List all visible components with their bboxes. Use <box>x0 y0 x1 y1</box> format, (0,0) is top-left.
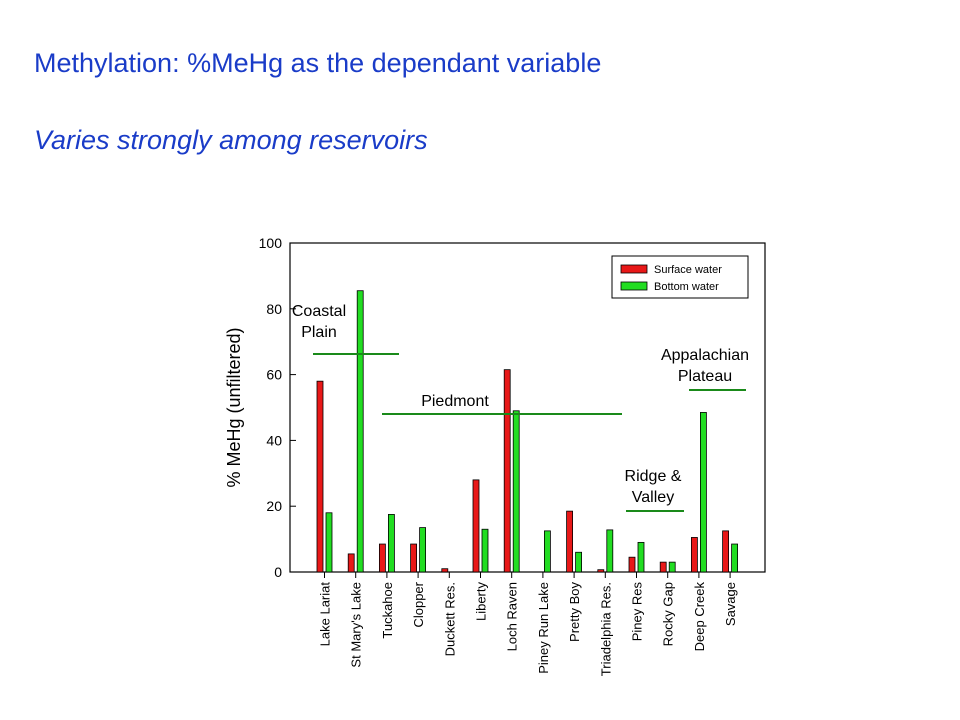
bar-surface-10 <box>628 556 636 573</box>
plot-frame <box>289 242 766 573</box>
slide-title: Methylation: %MeHg as the dependant vari… <box>34 48 602 78</box>
x-tick-label: Triadelphia Res. <box>598 582 613 676</box>
slide-subtitle: Varies strongly among reservoirs <box>34 125 428 155</box>
y-tick-label: 100 <box>259 235 283 251</box>
x-tick-label: Tuckahoe <box>380 582 395 639</box>
bar-surface-6 <box>503 369 511 573</box>
x-tick-label: St Mary's Lake <box>349 582 364 668</box>
x-tick-label: Loch Raven <box>505 582 520 651</box>
bar-surface-12 <box>691 537 698 573</box>
bar-surface-2 <box>378 543 386 573</box>
region-label: Plain <box>301 324 337 341</box>
bar-surface-4 <box>441 568 449 573</box>
bar-surface-3 <box>410 543 418 573</box>
y-axis-label: % MeHg (unfiltered) <box>224 327 244 487</box>
y-tick-label: 0 <box>274 564 282 580</box>
x-tick-label: Piney Res <box>630 582 645 642</box>
bar-bottom-10 <box>637 541 645 573</box>
region-label: Ridge & <box>625 468 682 485</box>
legend-label: Bottom water <box>654 281 719 293</box>
bar-bottom-3 <box>419 527 427 573</box>
bar-bottom-7 <box>544 530 551 573</box>
bar-surface-0 <box>316 380 324 573</box>
x-tick-label: Lake Lariat <box>318 582 333 647</box>
x-tick-label: Clopper <box>411 581 426 627</box>
x-tick-label: Piney Run Lake <box>536 582 551 674</box>
bar-bottom-9 <box>606 529 614 573</box>
x-tick-label: Rocky Gap <box>661 582 676 646</box>
bar-surface-5 <box>472 479 480 573</box>
legend-swatch <box>620 281 648 291</box>
x-tick-label: Pretty Boy <box>567 582 582 642</box>
region-label: Plateau <box>678 368 732 385</box>
bar-bottom-12 <box>700 412 707 573</box>
bar-bottom-2 <box>387 514 395 573</box>
x-tick-label: Savage <box>723 582 738 626</box>
bar-surface-9 <box>597 569 605 573</box>
bar-surface-11 <box>659 561 667 573</box>
bar-surface-1 <box>347 553 355 573</box>
y-tick-label: 20 <box>266 498 282 514</box>
bar-bottom-13 <box>731 543 738 573</box>
region-label: Piedmont <box>421 393 489 410</box>
region-label: Valley <box>632 489 674 506</box>
legend-swatch <box>620 264 648 274</box>
bar-bottom-1 <box>356 290 364 573</box>
bar-bottom-6 <box>512 410 520 573</box>
bar-bottom-5 <box>481 528 489 573</box>
region-label: Coastal <box>292 303 346 320</box>
bar-bottom-0 <box>325 512 333 573</box>
region-label: Appalachian <box>661 347 749 364</box>
bar-surface-8 <box>566 510 573 573</box>
legend-box <box>611 255 749 299</box>
y-tick-label: 60 <box>266 367 282 383</box>
y-tick-label: 40 <box>266 432 282 448</box>
x-tick-label: Duckett Res. <box>442 582 457 656</box>
y-tick-label: 80 <box>266 301 282 317</box>
legend-label: Surface water <box>654 264 722 276</box>
bar-bottom-11 <box>668 561 676 573</box>
x-tick-label: Deep Creek <box>692 582 707 652</box>
bar-bottom-8 <box>575 551 582 573</box>
bar-surface-13 <box>722 530 729 573</box>
x-tick-label: Liberty <box>474 582 489 622</box>
